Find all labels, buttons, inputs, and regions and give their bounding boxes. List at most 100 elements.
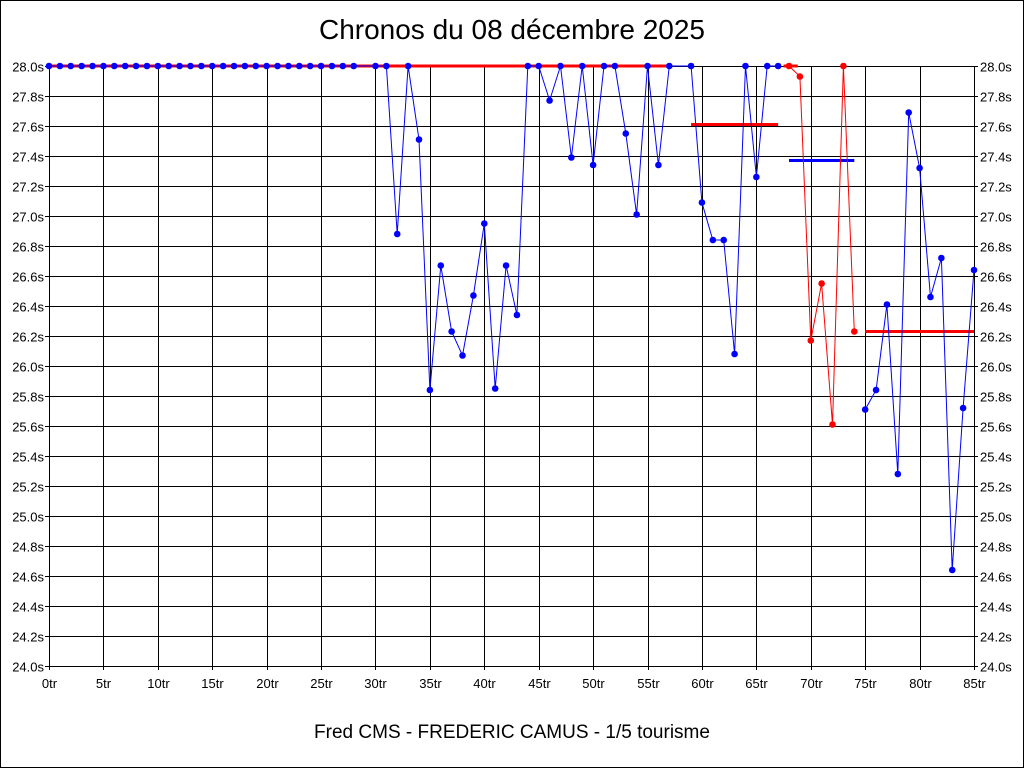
data-point <box>763 62 771 70</box>
data-point <box>698 199 706 206</box>
data-point <box>100 62 107 70</box>
x-tick-label: 30tr <box>364 676 387 691</box>
data-point <box>502 262 510 269</box>
chart-title: Chronos du 08 décembre 2025 <box>318 14 706 45</box>
data-point <box>905 109 913 116</box>
x-tick-label: 40tr <box>473 676 496 691</box>
series-line <box>788 65 855 425</box>
y-tick-label-right: 25.8s <box>980 390 1012 405</box>
y-tick-label-left: 25.2s <box>12 480 44 495</box>
y-tick-label-right: 26.8s <box>980 240 1012 255</box>
y-tick-label-left: 26.8s <box>12 240 44 255</box>
data-point <box>219 62 227 70</box>
x-tick-label: 20tr <box>256 676 279 691</box>
data-point <box>198 62 205 70</box>
data-point <box>753 173 760 181</box>
data-point <box>56 62 64 70</box>
x-tick-label: 75tr <box>854 676 877 691</box>
data-point <box>742 62 749 70</box>
data-point <box>491 385 499 392</box>
data-point <box>513 311 521 319</box>
data-point <box>480 220 488 227</box>
data-point <box>165 62 173 70</box>
x-tick-label: 35tr <box>419 676 442 691</box>
data-point <box>807 337 815 344</box>
data-point <box>448 328 455 335</box>
y-tick-label-left: 24.4s <box>12 600 44 615</box>
y-tick-label-left: 27.4s <box>12 150 44 165</box>
data-point <box>383 62 390 70</box>
y-tick-label-right: 24.4s <box>980 600 1012 615</box>
data-point <box>470 292 477 299</box>
y-tick-label-left: 26.2s <box>12 330 44 345</box>
data-point <box>187 62 194 70</box>
data-point <box>633 211 640 218</box>
y-tick-label-right: 27.2s <box>980 180 1012 195</box>
y-tick-label-right: 24.6s <box>980 570 1012 585</box>
x-tick-label: 10tr <box>147 676 170 691</box>
y-tick-label-left: 28.0s <box>12 60 44 75</box>
data-point <box>230 62 238 70</box>
data-point <box>840 62 847 70</box>
data-point <box>927 293 934 301</box>
data-point <box>241 62 249 70</box>
series-line <box>864 112 975 571</box>
y-tick-label-right: 28.0s <box>980 60 1012 75</box>
y-tick-label-right: 27.0s <box>980 210 1012 225</box>
data-point <box>132 62 140 70</box>
data-point <box>524 62 532 70</box>
data-point <box>263 62 270 70</box>
y-tick-label-right: 27.6s <box>980 120 1012 135</box>
x-tick-label: 5tr <box>96 676 112 691</box>
data-point <box>339 62 347 70</box>
data-point <box>89 62 96 70</box>
y-tick-label-left: 26.0s <box>12 360 44 375</box>
data-point <box>948 566 956 574</box>
y-tick-label-right: 25.0s <box>980 510 1012 525</box>
data-point <box>687 62 695 70</box>
data-point <box>665 62 673 70</box>
series-layer <box>45 62 978 574</box>
y-tick-label-right: 26.2s <box>980 330 1012 345</box>
y-tick-label-left: 25.4s <box>12 450 44 465</box>
y-tick-label-left: 25.6s <box>12 420 44 435</box>
data-point <box>655 161 662 169</box>
data-point <box>796 73 804 80</box>
data-point <box>328 62 336 70</box>
data-point <box>644 62 651 70</box>
data-point <box>546 97 553 104</box>
data-point <box>67 62 75 70</box>
data-point <box>121 62 129 70</box>
data-point <box>317 62 325 70</box>
tick-labels: 24.0s 24.0s 24.2s 24.2s 24.4s 24.4s 24.6s 24.6s… <box>12 60 1012 692</box>
y-tick-label-left: 25.0s <box>12 510 44 525</box>
grid-layer <box>45 66 978 670</box>
data-point <box>143 62 151 70</box>
y-tick-label-left: 24.0s <box>12 660 44 675</box>
data-point <box>883 301 891 308</box>
data-point <box>720 236 728 244</box>
y-tick-label-left: 26.6s <box>12 270 44 285</box>
x-tick-label: 60tr <box>691 676 714 691</box>
data-point <box>785 62 793 70</box>
y-tick-label-right: 24.8s <box>980 540 1012 555</box>
data-point <box>426 386 434 394</box>
data-point <box>437 262 445 269</box>
x-tick-label: 50tr <box>582 676 605 691</box>
x-tick-label: 55tr <box>637 676 660 691</box>
y-tick-label-left: 25.8s <box>12 390 44 405</box>
data-point <box>295 62 303 70</box>
data-point <box>731 350 738 358</box>
data-point <box>578 62 586 70</box>
y-tick-label-left: 26.4s <box>12 300 44 315</box>
data-point <box>872 386 880 394</box>
data-point <box>829 421 836 428</box>
data-point <box>861 406 869 413</box>
y-tick-label-left: 27.2s <box>12 180 44 195</box>
data-point <box>970 266 978 274</box>
x-tick-label: 80tr <box>909 676 932 691</box>
y-tick-label-left: 27.8s <box>12 90 44 105</box>
y-tick-label-left: 24.6s <box>12 570 44 585</box>
y-tick-label-right: 25.2s <box>980 480 1012 495</box>
y-tick-label-right: 24.2s <box>980 630 1012 645</box>
